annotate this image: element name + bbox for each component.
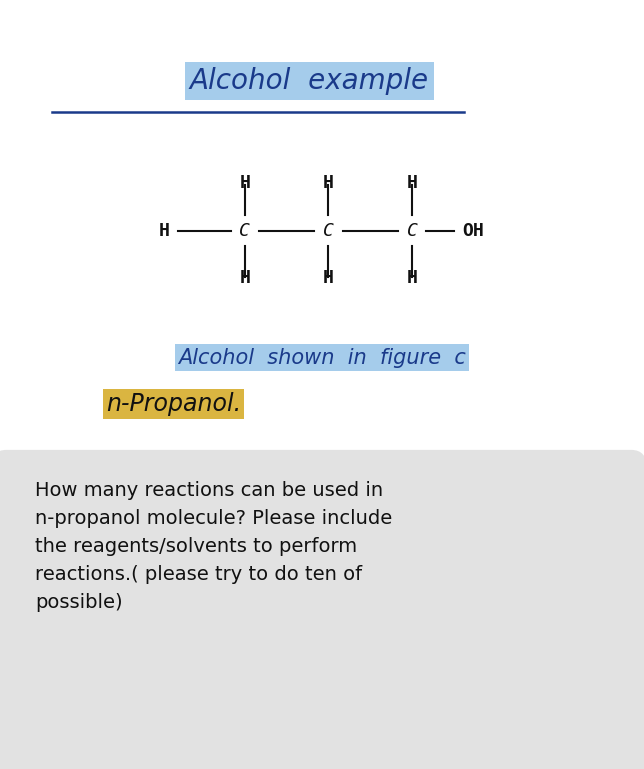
- Text: H: H: [407, 269, 417, 288]
- Text: H: H: [323, 174, 334, 192]
- Text: n-Propanol.: n-Propanol.: [106, 391, 242, 416]
- Text: C: C: [407, 221, 417, 240]
- Text: H: H: [240, 174, 250, 192]
- Text: OH: OH: [462, 221, 484, 240]
- Text: C: C: [323, 221, 334, 240]
- Text: Alcohol  shown  in  figure  c: Alcohol shown in figure c: [178, 348, 466, 368]
- FancyBboxPatch shape: [0, 0, 644, 465]
- Text: Alcohol  example: Alcohol example: [189, 67, 429, 95]
- Text: H: H: [159, 221, 169, 240]
- Text: H: H: [407, 174, 417, 192]
- FancyBboxPatch shape: [0, 450, 644, 769]
- Text: C: C: [240, 221, 250, 240]
- Text: How many reactions can be used in
n-propanol molecule? Please include
the reagen: How many reactions can be used in n-prop…: [35, 481, 393, 611]
- Text: H: H: [240, 269, 250, 288]
- Text: H: H: [323, 269, 334, 288]
